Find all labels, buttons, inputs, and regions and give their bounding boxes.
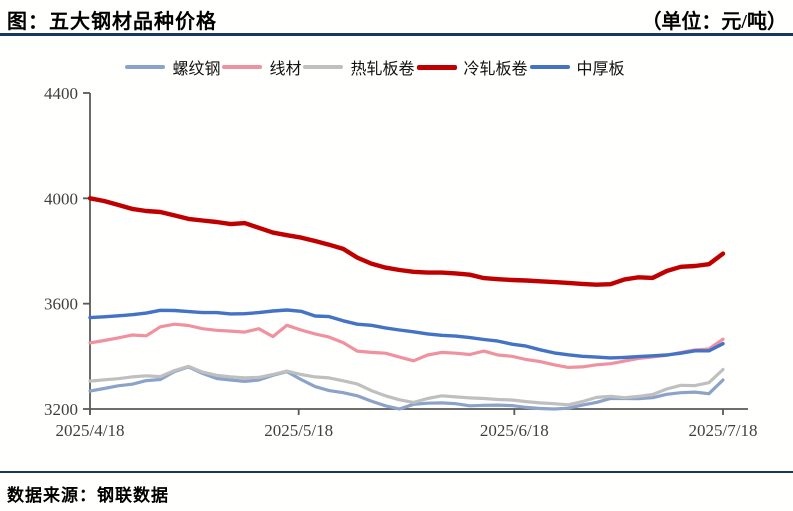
x-axis-label: 2025/5/18 <box>264 421 333 440</box>
y-axis-label: 4000 <box>44 189 78 208</box>
y-axis-label: 3200 <box>44 400 78 419</box>
legend-item-5: 中厚板 <box>529 55 625 79</box>
legend-line-swatch <box>222 65 263 69</box>
legend-line-swatch <box>303 65 344 69</box>
legend-label: 热轧板卷 <box>350 61 415 78</box>
x-axis-label: 2025/4/18 <box>56 421 125 440</box>
x-axis-label: 2025/6/18 <box>480 421 549 440</box>
legend-label: 线材 <box>269 61 302 78</box>
y-axis-label: 4400 <box>44 84 78 103</box>
data-source: 数据来源：钢联数据 <box>7 486 169 505</box>
legend-label: 冷轧板卷 <box>463 61 528 78</box>
legend-line-swatch <box>125 65 166 69</box>
series-line-2 <box>88 322 725 369</box>
page-title: 图：五大钢材品种价格 <box>7 11 217 33</box>
legend-label: 中厚板 <box>576 61 625 78</box>
legend-line-swatch <box>416 64 457 70</box>
series-line-5 <box>88 308 725 360</box>
series-line-4 <box>87 196 726 287</box>
unit-label: （单位：元/吨） <box>641 11 787 33</box>
legend-label: 螺纹钢 <box>172 61 221 78</box>
legend-item-2: 线材 <box>222 55 301 79</box>
chart-legend: 螺纹钢 线材 热轧板卷 冷轧板卷 中厚板 <box>0 55 750 79</box>
y-axis-label: 3600 <box>44 295 78 314</box>
legend-line-swatch <box>529 65 570 69</box>
footer-divider <box>0 471 793 473</box>
x-axis-label: 2025/7/18 <box>689 421 758 440</box>
header-divider <box>0 33 793 36</box>
series-line-3 <box>88 364 725 407</box>
legend-item-4: 冷轧板卷 <box>416 55 528 79</box>
legend-item-3: 热轧板卷 <box>303 55 415 79</box>
legend-item-1: 螺纹钢 <box>125 55 220 79</box>
